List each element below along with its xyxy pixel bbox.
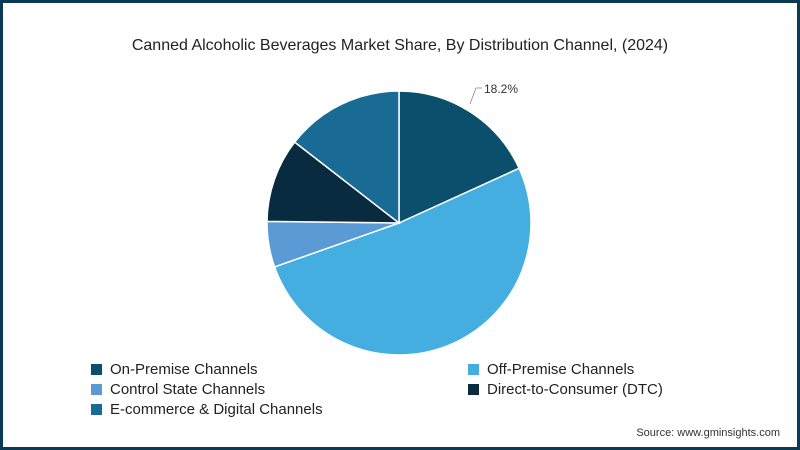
legend-swatch: [91, 364, 102, 375]
slice-on-premise: [398, 90, 521, 225]
leader-line: [469, 87, 482, 105]
legend-label: On-Premise Channels: [110, 361, 258, 378]
slice-off-premise: [273, 167, 532, 356]
legend-swatch: [91, 384, 102, 395]
chart-title: Canned Alcoholic Beverages Market Share,…: [131, 37, 669, 54]
legend-item-ecommerce: E-commerce & Digital Channels: [91, 401, 323, 418]
pie-slices: [266, 90, 532, 356]
legend-item-control-state: Control State Channels: [91, 381, 265, 398]
source-note: Source: www.gminsights.com: [636, 427, 780, 439]
legend-label: E-commerce & Digital Channels: [110, 401, 323, 418]
legend-swatch: [468, 384, 479, 395]
legend-label: Direct-to-Consumer (DTC): [487, 381, 663, 398]
slice-dtc: [266, 141, 402, 224]
legend-item-off-premise: Off-Premise Channels: [468, 361, 634, 378]
legend-label: Control State Channels: [110, 381, 266, 398]
slice-ecommerce: [293, 90, 400, 225]
legend-label: Off-Premise Channels: [487, 361, 635, 378]
legend-item-on-premise: On-Premise Channels: [91, 361, 258, 378]
legend-swatch: [91, 404, 102, 415]
legend-swatch: [468, 364, 479, 375]
data-label-on-premise: 18.2%: [484, 82, 518, 96]
legend-item-dtc: Direct-to-Consumer (DTC): [468, 381, 663, 398]
